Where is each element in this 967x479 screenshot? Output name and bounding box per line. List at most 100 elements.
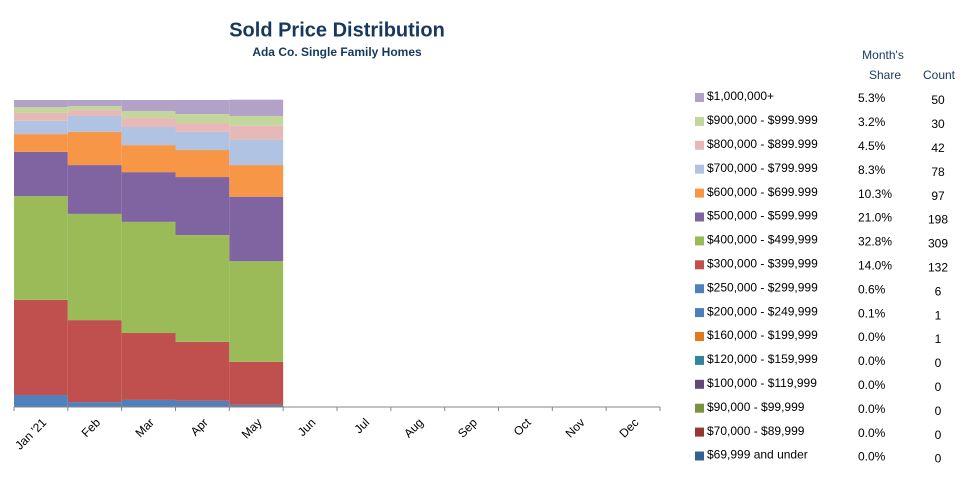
count-value: 30 <box>931 117 945 131</box>
bar-segment <box>121 118 176 128</box>
bar-segment <box>175 123 230 132</box>
count-value: 0 <box>935 404 942 418</box>
bar-segment <box>175 341 230 401</box>
bar-segment <box>14 107 68 113</box>
x-tick-label: Dec <box>616 415 641 440</box>
legend-label: $120,000 - $159,999 <box>707 352 818 366</box>
bar-segment <box>67 165 122 214</box>
count-value: 78 <box>931 165 945 179</box>
share-value: 0.0% <box>858 402 886 416</box>
chart-subtitle: Ada Co. Single Family Homes <box>252 45 422 59</box>
bar-segment <box>175 150 230 178</box>
x-tick-label: Mar <box>132 415 157 440</box>
bar-segment <box>175 131 230 151</box>
bar-segment <box>229 139 284 166</box>
bar-segment <box>121 145 176 173</box>
legend-label: $250,000 - $299,999 <box>707 280 818 294</box>
bar-segment <box>229 261 284 362</box>
bar-segment <box>229 165 284 197</box>
x-tick-label: Jun <box>295 415 319 439</box>
share-value: 5.3% <box>858 91 886 105</box>
bar-segment <box>14 395 68 407</box>
legend-swatch <box>695 93 704 102</box>
share-value: 3.2% <box>858 115 886 129</box>
share-value: 14.0% <box>858 258 892 272</box>
legend-swatch <box>695 308 704 318</box>
share-value: 0.0% <box>858 450 886 464</box>
count-value: 1 <box>935 332 942 346</box>
bar-segment <box>175 114 230 124</box>
legend-swatch <box>695 379 704 389</box>
count-value: 97 <box>931 189 945 203</box>
bar-segment <box>67 402 122 407</box>
bar-segment <box>175 235 230 342</box>
count-value: 1 <box>935 308 942 322</box>
count-value: 50 <box>931 93 945 107</box>
bar-segment <box>67 115 122 132</box>
bar-segment <box>121 111 176 119</box>
bar-segment <box>67 100 122 107</box>
bar-segment <box>175 177 230 236</box>
bar-segment <box>229 404 284 407</box>
bar-segment <box>67 110 122 116</box>
share-value: 10.3% <box>858 187 892 201</box>
share-value: 0.0% <box>858 354 886 368</box>
bar-segment <box>14 196 68 300</box>
bar-segment <box>67 213 122 321</box>
count-header: Count <box>923 68 956 82</box>
legend-swatch <box>695 212 704 222</box>
share-value: 8.3% <box>858 163 886 177</box>
bar-segment <box>229 196 284 262</box>
chart-title: Sold Price Distribution <box>229 19 445 41</box>
legend-label: $160,000 - $199,999 <box>707 328 818 342</box>
legend-label: $700,000 - $799.999 <box>707 161 818 175</box>
legend-label: $200,000 - $249,999 <box>707 304 818 318</box>
bar-segment <box>14 120 68 135</box>
share-value: 0.6% <box>858 282 886 296</box>
share-value: 4.5% <box>858 139 886 153</box>
bar-segment <box>229 361 284 405</box>
count-value: 198 <box>928 213 948 227</box>
x-tick-label: May <box>239 415 265 441</box>
bar-segment <box>121 333 176 400</box>
legend-swatch <box>695 188 704 198</box>
legend-label: $90,000 - $99,999 <box>707 400 805 414</box>
legend-swatch <box>695 427 704 437</box>
legend-label: $800,000 - $899.999 <box>707 137 818 151</box>
legend-swatch <box>695 116 704 126</box>
x-tick-label: Apr <box>188 415 211 438</box>
x-tick-label: Jul <box>352 415 373 436</box>
bar-segment <box>67 131 122 166</box>
legend-label: $100,000 - $119,999 <box>707 376 817 390</box>
legend-label: $300,000 - $399,999 <box>707 256 818 270</box>
share-value: 0.0% <box>858 330 886 344</box>
legend-swatch <box>695 355 704 365</box>
count-value: 0 <box>935 428 942 442</box>
legend-swatch <box>695 164 704 174</box>
legend-label: $69,999 and under <box>707 448 808 462</box>
bar-segment <box>121 100 176 112</box>
legend-swatch <box>695 260 704 270</box>
count-value: 0 <box>935 380 942 394</box>
legend-label: $70,000 - $89,999 <box>707 424 805 438</box>
bar-segment <box>229 99 284 116</box>
x-tick-label: Nov <box>563 415 588 440</box>
x-tick-label: Oct <box>511 415 535 439</box>
bar-segment <box>67 106 122 111</box>
bar-segment <box>175 100 230 115</box>
x-tick-label: Aug <box>401 415 426 440</box>
count-value: 42 <box>931 141 945 155</box>
legend-swatch <box>695 284 704 294</box>
count-value: 0 <box>935 356 942 370</box>
bar-segment <box>229 115 284 126</box>
bar-segment <box>175 400 230 407</box>
x-tick-label: Sep <box>455 415 480 440</box>
share-value: 0.0% <box>858 426 886 440</box>
share-value: 0.0% <box>858 378 886 392</box>
x-tick-label: Jan '21 <box>12 415 49 452</box>
legend-swatch <box>695 140 704 150</box>
share-value: 32.8% <box>858 235 892 249</box>
bar-segment <box>14 100 68 108</box>
share-value: 0.1% <box>858 306 886 320</box>
